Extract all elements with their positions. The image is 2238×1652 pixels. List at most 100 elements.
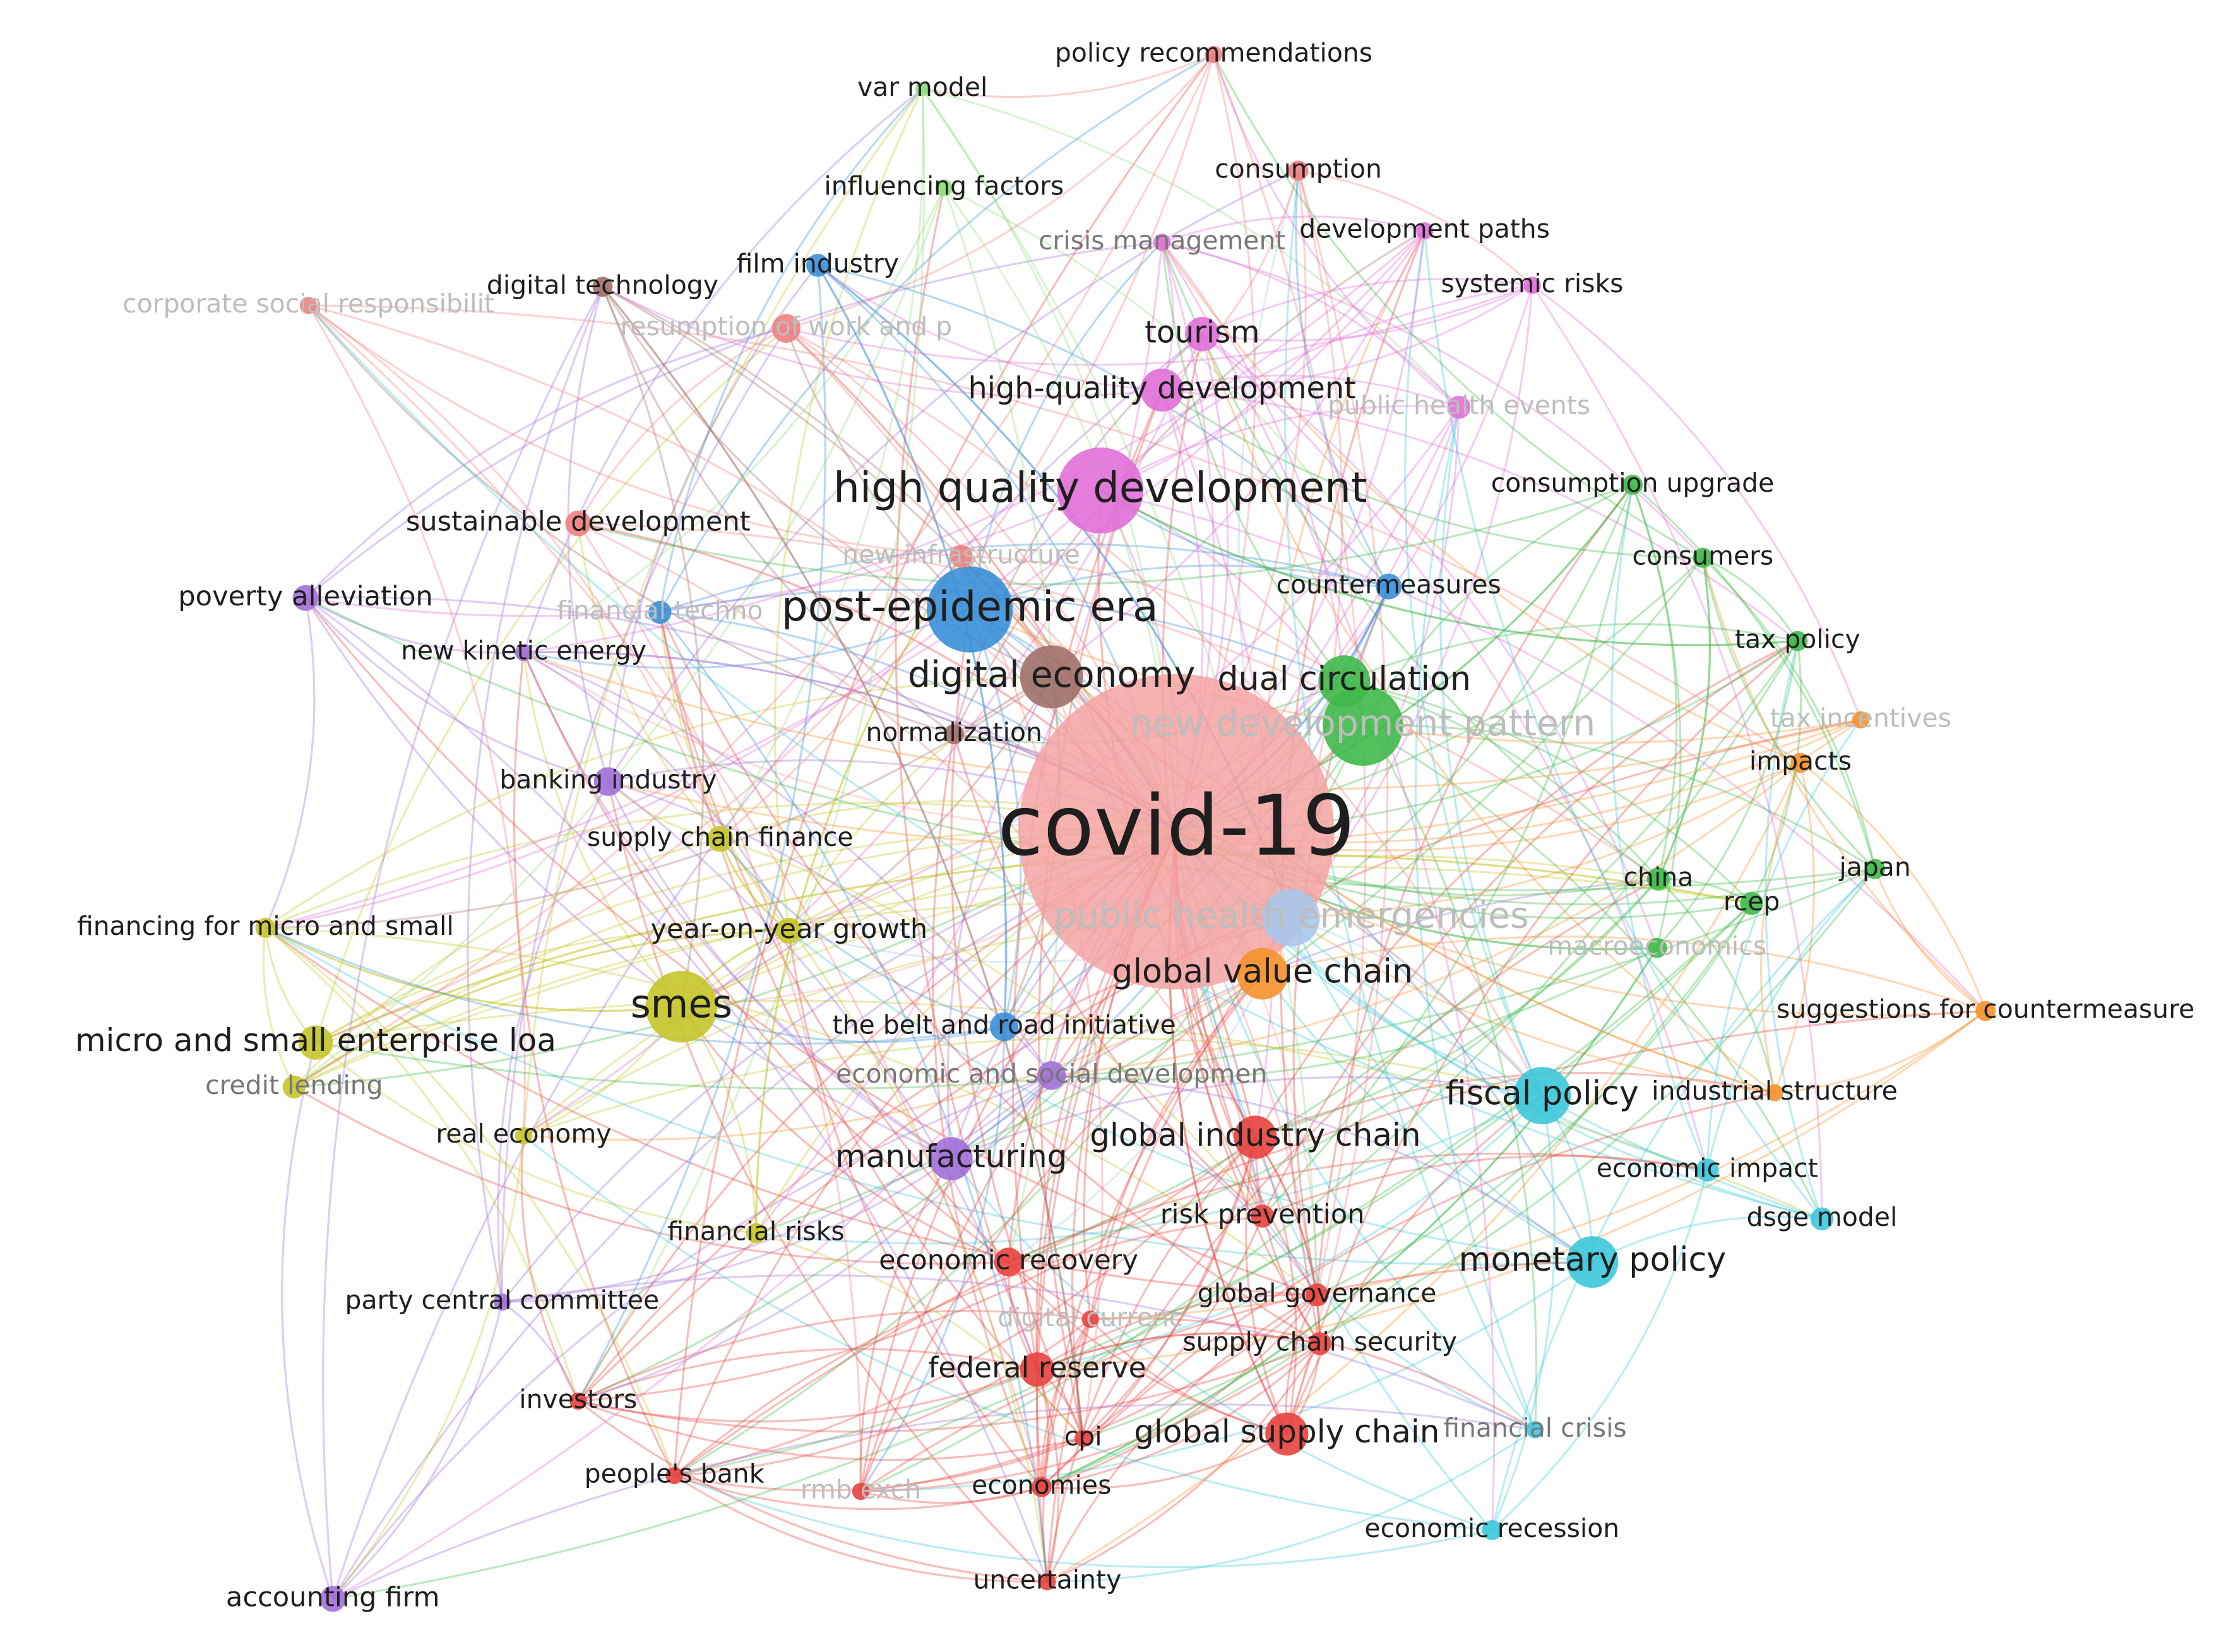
edge xyxy=(1051,1074,1593,1263)
node-label: high quality development xyxy=(833,463,1367,512)
edge xyxy=(1760,762,1802,1093)
edge xyxy=(307,304,955,735)
edge xyxy=(1290,407,1460,918)
edge xyxy=(502,1274,1536,1431)
edge xyxy=(1201,333,1708,1171)
edge xyxy=(265,675,1052,929)
edge xyxy=(950,1158,1492,1531)
node xyxy=(298,1025,333,1060)
node-label: rcep xyxy=(1723,886,1780,917)
edge xyxy=(1201,278,1533,335)
node xyxy=(255,917,276,938)
node xyxy=(1236,948,1289,1000)
edge xyxy=(788,930,1042,1488)
edge xyxy=(1201,333,1775,1094)
edge xyxy=(1362,724,1876,870)
node-label: financial techno xyxy=(557,595,763,626)
edge xyxy=(719,838,790,932)
edge xyxy=(681,1006,1005,1043)
edge xyxy=(577,88,926,1402)
node xyxy=(569,1392,587,1410)
node-label: covid-19 xyxy=(997,778,1355,875)
edge xyxy=(1161,170,1300,391)
node-label: new development pattern xyxy=(1130,703,1595,744)
node xyxy=(1740,891,1763,915)
edge xyxy=(720,838,1263,1217)
node-label: tourism xyxy=(1145,315,1259,350)
edge xyxy=(1531,285,1823,1219)
node-label: systemic risks xyxy=(1441,268,1623,299)
node-label: resumption of work and p xyxy=(621,311,953,342)
edge xyxy=(1100,489,1798,646)
edge xyxy=(1254,1136,1321,1344)
node xyxy=(1262,889,1320,947)
node xyxy=(1693,547,1713,568)
edge xyxy=(1343,680,1660,880)
node xyxy=(1081,1310,1099,1328)
edge xyxy=(1631,484,1682,948)
edge xyxy=(658,612,790,932)
edge xyxy=(307,304,1823,1220)
edge xyxy=(332,1403,1535,1600)
edge xyxy=(523,609,970,669)
node xyxy=(1523,276,1541,294)
edge xyxy=(1254,640,1799,1138)
edge xyxy=(578,484,1633,586)
edge xyxy=(314,1042,756,1235)
edge xyxy=(1082,1137,1256,1439)
edge xyxy=(294,54,1215,1088)
edge xyxy=(501,328,787,1302)
node xyxy=(282,1075,306,1099)
edge xyxy=(304,597,1318,1296)
node xyxy=(1566,1236,1619,1288)
node xyxy=(1646,937,1667,958)
node-label: digital currenc xyxy=(997,1302,1183,1333)
edge xyxy=(773,88,924,931)
node xyxy=(926,566,1013,653)
edge xyxy=(1290,285,1533,918)
edge xyxy=(860,1343,1321,1493)
edge xyxy=(602,285,1162,398)
node-label: public health events xyxy=(1328,390,1590,420)
node xyxy=(319,1586,346,1612)
node xyxy=(776,917,802,944)
edge xyxy=(502,1074,1052,1304)
node xyxy=(1526,1421,1544,1439)
node-label: countermeasures xyxy=(1277,569,1501,600)
edge xyxy=(315,868,1876,1090)
node-label: impacts xyxy=(1749,746,1852,776)
edge xyxy=(315,999,1823,1220)
node xyxy=(1790,752,1811,773)
node xyxy=(1415,222,1434,240)
edge xyxy=(294,865,1752,1088)
node xyxy=(1975,1001,1996,1021)
edge xyxy=(1040,973,1263,1487)
edge xyxy=(1631,484,1876,870)
edge xyxy=(1082,1215,1264,1439)
node xyxy=(852,1482,870,1500)
edge xyxy=(1656,641,1799,949)
edge xyxy=(1213,54,1704,559)
node-label: japan xyxy=(1838,852,1910,882)
edge xyxy=(1041,903,1753,1489)
node-label: rmb exch xyxy=(801,1475,921,1505)
edge xyxy=(1362,725,1823,1220)
edge xyxy=(674,1475,1047,1583)
node xyxy=(1153,234,1171,251)
node xyxy=(565,510,592,537)
edge xyxy=(1532,284,1862,720)
edge xyxy=(719,54,1215,840)
edge xyxy=(522,88,924,1136)
edge xyxy=(674,1215,1263,1477)
node-label: real economy xyxy=(436,1119,611,1149)
edge xyxy=(1041,1433,1288,1490)
edge xyxy=(1316,903,1753,1296)
edge xyxy=(659,543,1390,614)
edge xyxy=(567,286,610,782)
edge xyxy=(1290,917,1544,1096)
edge xyxy=(1295,170,1390,587)
node xyxy=(665,1466,683,1485)
node-label: people's bank xyxy=(585,1459,765,1489)
edge xyxy=(1657,878,1776,1093)
edge xyxy=(943,187,1390,587)
